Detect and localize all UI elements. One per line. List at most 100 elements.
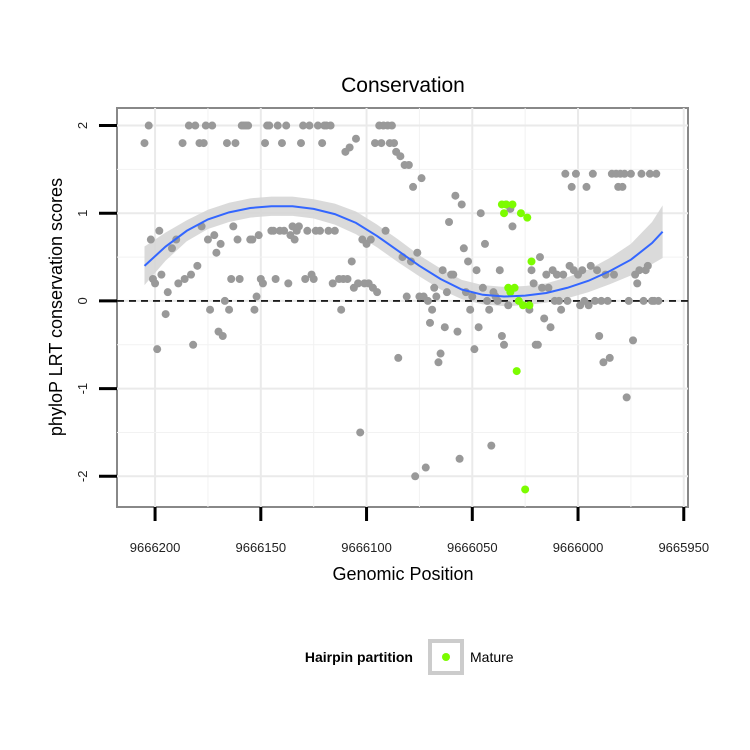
data-point — [557, 305, 566, 314]
data-point — [559, 270, 568, 279]
data-point — [567, 182, 576, 191]
data-point — [184, 121, 193, 130]
data-point — [326, 121, 335, 130]
data-point — [609, 270, 618, 279]
data-point — [652, 169, 661, 178]
mature-point — [516, 209, 525, 218]
data-point — [373, 288, 382, 297]
data-point — [622, 393, 631, 402]
data-point — [269, 226, 278, 235]
data-point — [313, 121, 322, 130]
data-point — [493, 296, 502, 305]
x-tick-label: 9665950 — [658, 540, 709, 555]
data-point — [225, 305, 234, 314]
data-point — [282, 121, 291, 130]
data-point — [301, 275, 310, 283]
data-point — [411, 472, 420, 481]
chart-title: Conservation — [341, 74, 465, 97]
data-point — [578, 266, 587, 275]
y-axis: 2 1 0 -1 -2 — [75, 122, 117, 482]
data-point — [432, 292, 441, 301]
data-point — [603, 296, 612, 305]
data-point — [206, 305, 215, 314]
data-point — [544, 283, 553, 292]
data-point — [413, 248, 422, 257]
data-point — [459, 244, 468, 253]
data-point — [423, 296, 432, 305]
data-point — [212, 248, 221, 257]
data-point — [189, 340, 198, 349]
data-point — [280, 226, 289, 235]
data-point — [552, 270, 561, 279]
points-layer — [140, 121, 663, 494]
x-axis: 9666200 9666150 9666100 9666050 9666000 96659… — [130, 507, 709, 555]
data-point — [248, 235, 257, 244]
mature-point — [525, 301, 534, 310]
data-point — [153, 345, 162, 354]
data-point — [500, 340, 509, 349]
data-point — [476, 209, 485, 218]
data-point — [151, 279, 160, 288]
data-point — [318, 139, 327, 148]
mature-point — [523, 213, 532, 222]
data-point — [174, 279, 183, 288]
mature-point — [502, 200, 511, 209]
data-point — [593, 266, 602, 275]
x-tick-label: 9666050 — [447, 540, 498, 555]
data-point — [390, 139, 399, 148]
data-point — [629, 336, 638, 345]
data-point — [309, 275, 318, 283]
data-point — [244, 121, 253, 130]
data-point — [436, 349, 445, 358]
mature-point — [527, 257, 536, 266]
data-point — [637, 169, 646, 178]
data-point — [161, 310, 170, 319]
data-point — [468, 292, 477, 301]
data-point — [273, 121, 282, 130]
data-point — [478, 283, 487, 292]
data-point — [633, 279, 642, 288]
data-point — [265, 121, 274, 130]
data-point — [542, 270, 551, 279]
data-point — [254, 231, 263, 240]
data-point — [588, 169, 597, 178]
data-point — [457, 200, 466, 209]
data-point — [178, 139, 187, 148]
data-point — [377, 139, 386, 148]
data-point — [271, 275, 280, 283]
data-point — [643, 261, 652, 270]
data-point — [330, 226, 339, 235]
data-point — [294, 222, 303, 231]
data-point — [546, 323, 555, 332]
data-point — [497, 332, 506, 340]
smooth-trend-line — [143, 205, 664, 298]
data-point — [595, 332, 604, 340]
data-point — [451, 191, 460, 200]
data-point — [584, 301, 593, 310]
data-point — [199, 139, 208, 148]
data-point — [371, 139, 380, 148]
data-point — [470, 345, 479, 354]
data-point — [261, 139, 270, 148]
data-point — [404, 161, 413, 169]
grid-lines — [117, 108, 688, 507]
data-point — [146, 235, 155, 244]
data-point — [421, 463, 430, 472]
data-point — [480, 239, 489, 248]
data-point — [284, 279, 293, 288]
data-point — [324, 226, 333, 235]
data-point — [144, 121, 153, 130]
data-point — [290, 235, 299, 244]
mature-point — [521, 485, 530, 494]
data-point — [201, 121, 210, 130]
data-point — [167, 244, 176, 253]
data-point — [618, 182, 627, 191]
smooth-line-layer — [143, 205, 664, 298]
data-point — [483, 296, 492, 305]
data-point — [233, 235, 242, 244]
mature-point — [500, 209, 509, 218]
data-point — [624, 296, 633, 305]
data-point — [590, 296, 599, 305]
data-point — [328, 279, 337, 288]
